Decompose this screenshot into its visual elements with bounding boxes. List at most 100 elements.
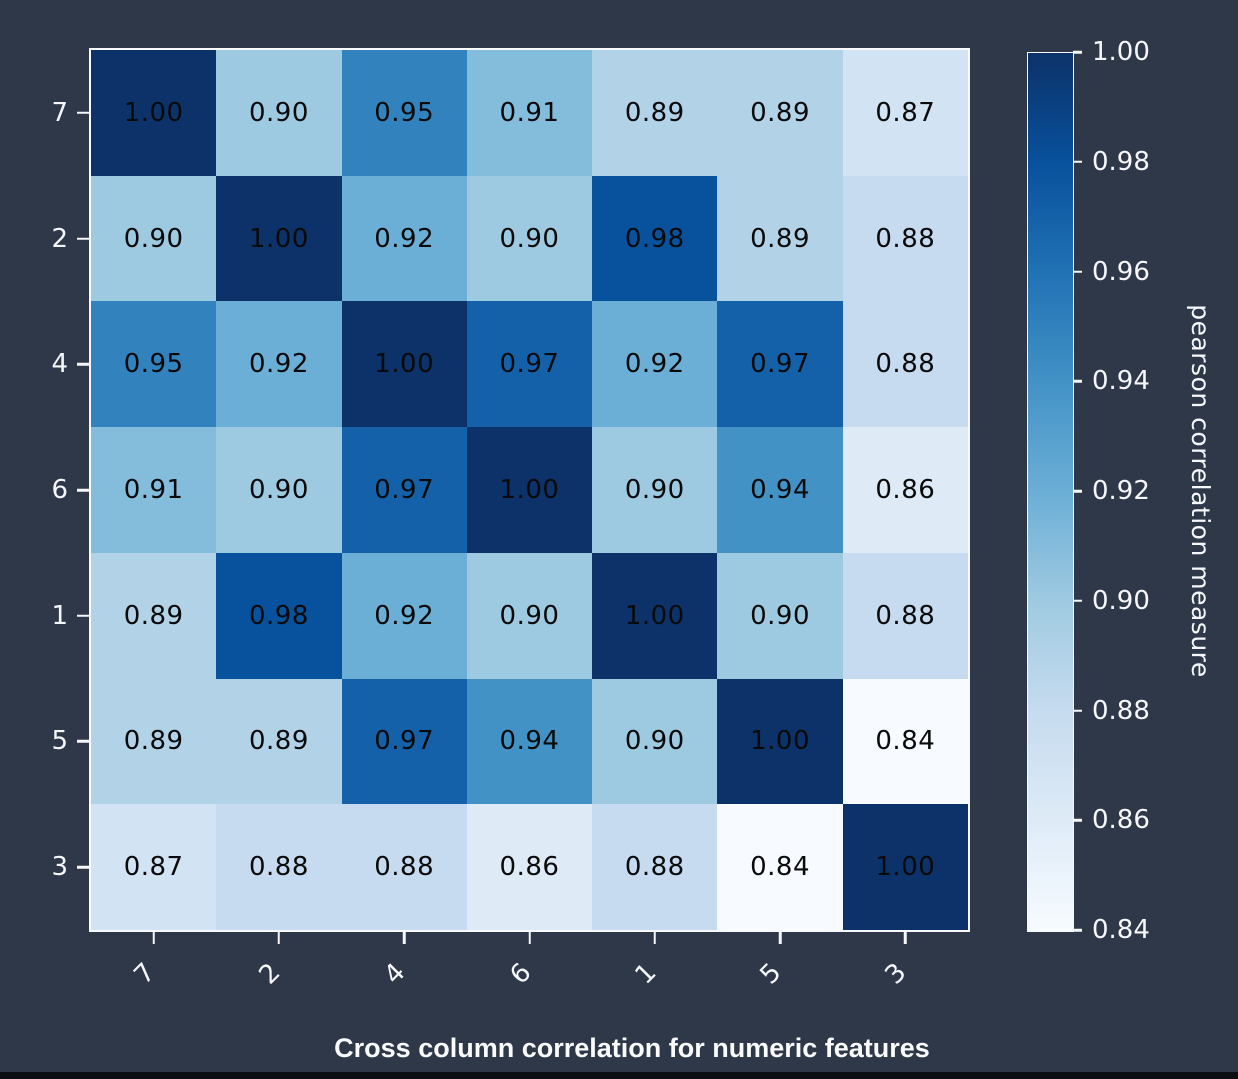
heatmap-cell: 0.90 bbox=[466, 552, 593, 679]
heatmap-cell: 0.89 bbox=[91, 552, 217, 679]
y-tick-label: 4 bbox=[51, 349, 68, 380]
y-tick-label: 6 bbox=[51, 475, 68, 505]
colorbar bbox=[1027, 52, 1074, 932]
heatmap-cell: 0.86 bbox=[842, 427, 968, 553]
x-tick-mark bbox=[277, 932, 281, 944]
heatmap-cell: 0.87 bbox=[91, 804, 217, 930]
x-tick-mark bbox=[778, 932, 782, 944]
colorbar-tick-label: 1.00 bbox=[1092, 37, 1150, 67]
heatmap-cell: 0.88 bbox=[842, 175, 968, 302]
colorbar-tick-label: 0.84 bbox=[1092, 915, 1150, 945]
x-tick-label: 2 bbox=[253, 957, 287, 991]
heatmap-cell: 0.88 bbox=[842, 301, 968, 428]
y-tick-label: 3 bbox=[51, 852, 68, 883]
heatmap-cell: 1.00 bbox=[842, 804, 968, 930]
colorbar-axis-label: pearson correlation measure bbox=[1186, 304, 1215, 678]
heatmap-grid: 1.00 0.90 0.95 0.91 0.89 0.89 0.87 0.90 1.00 0.92… bbox=[91, 50, 968, 930]
heatmap-cell: 0.90 bbox=[466, 175, 593, 302]
heatmap-cell: 0.94 bbox=[717, 427, 843, 553]
heatmap-cell: 1.00 bbox=[717, 678, 843, 805]
heatmap-cell: 0.89 bbox=[216, 678, 342, 805]
x-tick-label: 4 bbox=[378, 957, 412, 991]
y-tick-mark bbox=[77, 111, 89, 115]
heatmap-cell: 0.89 bbox=[717, 175, 843, 302]
colorbar-tick-label: 0.94 bbox=[1092, 366, 1150, 397]
heatmap-cell: 1.00 bbox=[592, 552, 718, 679]
heatmap-cell: 0.98 bbox=[216, 552, 342, 679]
heatmap-cell: 0.88 bbox=[842, 552, 968, 679]
heatmap-cell: 0.84 bbox=[842, 678, 968, 805]
colorbar-tick-label: 0.98 bbox=[1092, 146, 1150, 177]
y-tick-mark bbox=[77, 237, 89, 240]
heatmap-cell: 0.92 bbox=[341, 552, 467, 679]
heatmap-cell: 0.86 bbox=[466, 804, 593, 930]
heatmap-cell: 0.98 bbox=[592, 175, 718, 302]
heatmap-cell: 0.91 bbox=[91, 427, 217, 553]
y-tick-mark bbox=[77, 488, 89, 492]
heatmap-cell: 0.88 bbox=[216, 804, 342, 930]
y-tick-label: 1 bbox=[51, 600, 68, 631]
heatmap-cell: 0.90 bbox=[717, 552, 843, 679]
x-tick-mark bbox=[653, 932, 657, 944]
x-tick-label: 5 bbox=[754, 957, 788, 991]
heatmap-cell: 0.92 bbox=[592, 301, 718, 428]
heatmap-cell: 0.89 bbox=[592, 50, 718, 176]
heatmap-cell: 1.00 bbox=[91, 50, 217, 176]
colorbar-tick-mark bbox=[1073, 270, 1082, 273]
y-tick-mark bbox=[77, 865, 89, 869]
heatmap-cell: 0.87 bbox=[842, 50, 968, 176]
colorbar-tick-label: 0.92 bbox=[1092, 476, 1150, 506]
heatmap-cell: 0.92 bbox=[216, 301, 342, 428]
heatmap-cell: 0.90 bbox=[592, 427, 718, 553]
colorbar-tick-mark bbox=[1073, 160, 1082, 163]
heatmap-cell: 0.89 bbox=[91, 678, 217, 805]
heatmap-cell: 1.00 bbox=[216, 175, 342, 302]
heatmap-cell: 0.84 bbox=[717, 804, 843, 930]
y-tick-mark bbox=[77, 614, 89, 617]
colorbar-tick-label: 0.86 bbox=[1092, 805, 1150, 836]
colorbar-tick-mark bbox=[1073, 380, 1082, 383]
x-tick-label: 1 bbox=[629, 957, 663, 991]
chart-title: Cross column correlation for numeric fea… bbox=[334, 1033, 930, 1063]
heatmap-cell: 0.94 bbox=[466, 678, 593, 805]
heatmap-cell: 0.90 bbox=[91, 175, 217, 302]
heatmap-cell: 1.00 bbox=[341, 301, 467, 428]
x-tick-label: 6 bbox=[504, 957, 537, 991]
colorbar-tick-label: 0.90 bbox=[1092, 585, 1150, 616]
heatmap-cell: 1.00 bbox=[466, 427, 593, 553]
colorbar-tick-label: 0.88 bbox=[1092, 695, 1150, 726]
colorbar-tick-mark bbox=[1073, 819, 1082, 822]
x-tick-mark bbox=[152, 932, 155, 944]
colorbar-tick-mark bbox=[1073, 489, 1082, 493]
y-tick-mark bbox=[77, 740, 89, 743]
x-tick-mark bbox=[904, 932, 907, 944]
x-tick-mark bbox=[402, 932, 406, 944]
colorbar-tick-mark bbox=[1073, 928, 1082, 932]
y-tick-label: 2 bbox=[51, 223, 68, 254]
heatmap-cell: 0.95 bbox=[341, 50, 467, 176]
plot-area: 1.00 0.90 0.95 0.91 0.89 0.89 0.87 0.90 1.00 0.92… bbox=[89, 48, 970, 932]
y-tick-label: 5 bbox=[51, 726, 68, 757]
colorbar-tick-mark bbox=[1073, 599, 1082, 602]
colorbar-tick-mark bbox=[1073, 709, 1082, 712]
bottom-edge-bar bbox=[0, 1072, 1238, 1079]
heatmap-cell: 0.91 bbox=[466, 50, 593, 176]
heatmap-cell: 0.97 bbox=[466, 301, 593, 428]
y-tick-label: 7 bbox=[51, 97, 68, 128]
heatmap-cell: 0.95 bbox=[91, 301, 217, 428]
heatmap-cell: 0.89 bbox=[717, 50, 843, 176]
heatmap-cell: 0.90 bbox=[216, 427, 342, 553]
heatmap-cell: 0.97 bbox=[341, 427, 467, 553]
x-tick-mark bbox=[528, 932, 531, 944]
heatmap-cell: 0.88 bbox=[341, 804, 467, 930]
x-tick-label: 3 bbox=[879, 957, 913, 991]
heatmap-cell: 0.90 bbox=[592, 678, 718, 805]
colorbar-tick-mark bbox=[1073, 50, 1082, 54]
y-tick-mark bbox=[77, 363, 89, 366]
heatmap-cell: 0.97 bbox=[717, 301, 843, 428]
x-tick-label: 7 bbox=[128, 957, 162, 991]
heatmap-cell: 0.88 bbox=[592, 804, 718, 930]
colorbar-tick-label: 0.96 bbox=[1092, 256, 1150, 287]
heatmap-cell: 0.92 bbox=[341, 175, 467, 302]
